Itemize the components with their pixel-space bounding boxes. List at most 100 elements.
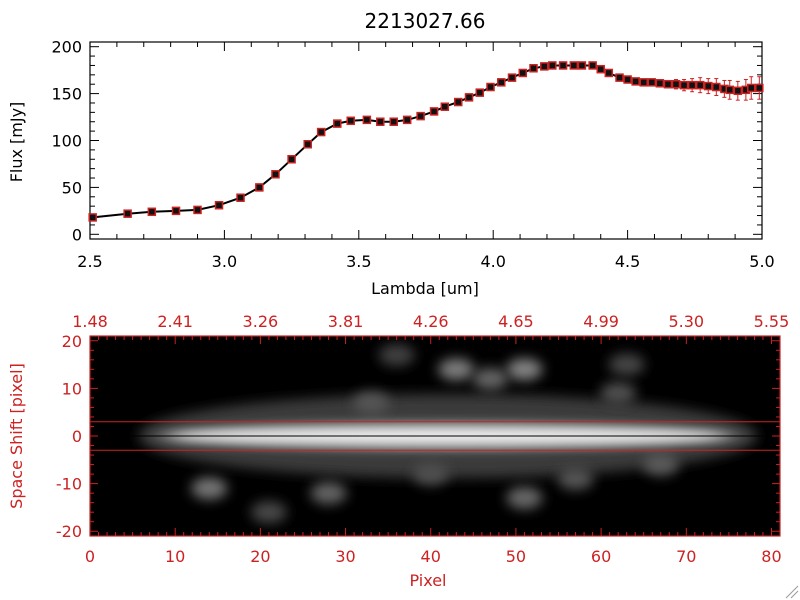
wavelength-tick-label: 2.41: [157, 312, 193, 331]
image-y-tick-label: -20: [56, 522, 82, 541]
y-tick-label: 50: [62, 178, 82, 197]
data-point: [507, 73, 517, 82]
data-point: [569, 61, 579, 70]
data-point: [255, 183, 264, 192]
wavelength-tick-label: 3.26: [243, 312, 279, 331]
data-point: [733, 86, 743, 96]
data-point: [623, 75, 632, 84]
data-point: [236, 193, 245, 202]
data-point: [497, 78, 506, 87]
data-point: [712, 82, 721, 92]
data-point: [703, 81, 713, 91]
data-point: [755, 83, 764, 93]
data-point: [316, 127, 326, 137]
data-point: [123, 209, 132, 218]
data-point: [529, 64, 538, 73]
emission-blob: [472, 367, 509, 390]
data-point: [147, 207, 157, 217]
x-tick-label: 2.5: [77, 252, 102, 271]
data-point: [429, 107, 439, 116]
data-point: [746, 83, 756, 93]
data-point: [548, 61, 557, 70]
data-point: [362, 115, 372, 125]
data-point: [303, 140, 312, 149]
resize-grip-icon[interactable]: [785, 585, 799, 599]
emission-blob: [378, 344, 415, 367]
data-point: [271, 170, 280, 179]
image-x-axis-label: Pixel: [409, 571, 446, 590]
data-point: [389, 117, 398, 126]
emission-blob: [353, 391, 390, 414]
data-point: [486, 82, 495, 92]
data-point: [333, 119, 342, 128]
y-axis-label: Flux [mJy]: [7, 102, 26, 183]
emission-blob: [250, 501, 287, 524]
data-point: [171, 206, 181, 216]
data-point: [540, 62, 549, 71]
image-x-tick-label: 40: [421, 547, 441, 566]
wavelength-tick-label: 1.48: [72, 312, 108, 331]
emission-blob: [412, 463, 449, 486]
data-point: [346, 116, 355, 126]
data-point: [214, 200, 224, 210]
y-tick-label: 0: [72, 225, 82, 244]
data-point: [577, 61, 587, 70]
data-point: [604, 68, 614, 78]
data-point: [655, 79, 665, 88]
wavelength-tick-label: 4.26: [413, 312, 449, 331]
data-point: [695, 80, 705, 90]
chart-title: 2213027.66: [365, 9, 486, 33]
image-x-tick-label: 70: [676, 547, 696, 566]
emission-blob: [608, 353, 645, 376]
wavelength-tick-label: 5.55: [754, 312, 790, 331]
emission-blob: [506, 486, 543, 509]
y-tick-label: 150: [51, 85, 82, 104]
image-y-tick-label: -10: [56, 475, 82, 494]
x-axis-label: Lambda [um]: [371, 279, 479, 298]
data-point: [287, 155, 296, 164]
data-point: [518, 68, 528, 78]
wavelength-tick-label: 4.99: [583, 312, 619, 331]
data-point: [440, 102, 450, 111]
emission-blob: [506, 358, 543, 381]
data-point: [663, 79, 673, 89]
x-tick-label: 3.0: [212, 252, 237, 271]
wavelength-tick-label: 4.65: [498, 312, 534, 331]
emission-blob: [310, 482, 347, 505]
spectrum-line: [92, 64, 760, 219]
data-point: [631, 77, 640, 86]
y-tick-label: 200: [51, 38, 82, 57]
emission-blob: [438, 358, 475, 381]
wavelength-tick-label: 3.81: [328, 312, 364, 331]
data-point: [558, 61, 568, 70]
image-y-tick-label: 20: [62, 332, 82, 351]
data-point: [464, 93, 474, 102]
image-x-tick-label: 30: [335, 547, 355, 566]
data-point: [402, 115, 412, 125]
data-point: [588, 61, 597, 70]
x-tick-label: 4.5: [615, 252, 640, 271]
image-y-axis-label: Space Shift [pixel]: [7, 363, 26, 509]
image-y-tick-label: 10: [62, 379, 82, 398]
emission-blob: [600, 382, 637, 405]
data-point: [416, 111, 425, 121]
image-x-tick-label: 20: [250, 547, 270, 566]
image-x-tick-label: 50: [506, 547, 526, 566]
x-tick-label: 5.0: [749, 252, 774, 271]
data-point: [679, 80, 689, 90]
x-tick-label: 4.0: [480, 252, 505, 271]
image-x-tick-label: 10: [165, 547, 185, 566]
data-point: [475, 88, 485, 97]
data-point: [639, 78, 648, 87]
image-x-tick-label: 80: [761, 547, 781, 566]
data-point: [615, 73, 624, 82]
data-point: [454, 97, 463, 107]
data-point: [687, 80, 697, 90]
emission-blob: [557, 467, 594, 490]
data-point: [725, 85, 734, 95]
data-point: [596, 64, 605, 74]
spectrum-plot: 2.5 3.0 3.5 4.0 4.5 5.0 0 50 100 150 200: [51, 38, 774, 271]
x-tick-label: 3.5: [346, 252, 371, 271]
spatial-image-plot: 0 10 20 30 40 50 60 70 80 1.48 2.41 3.26 3.81 4.26 4.6…: [56, 312, 789, 566]
